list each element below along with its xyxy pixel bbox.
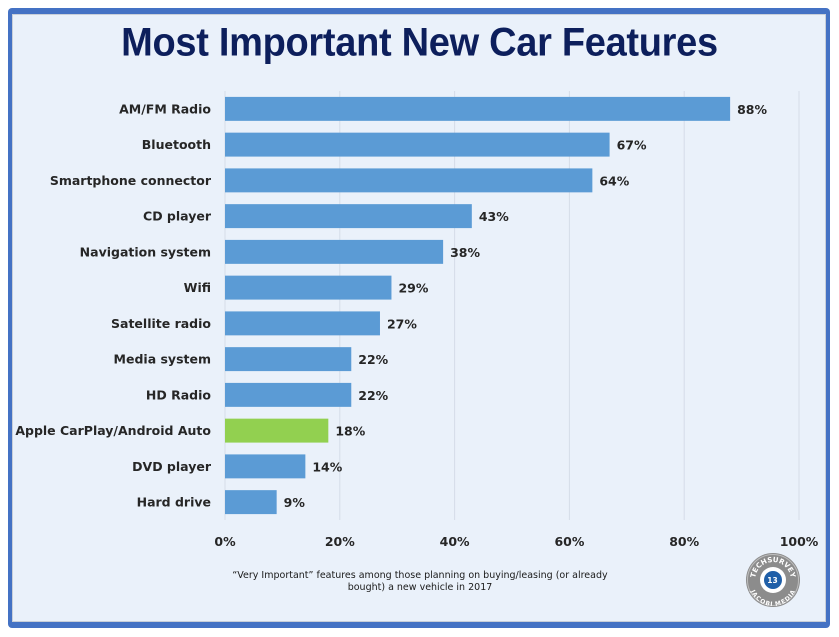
bar-5 — [225, 275, 392, 300]
bar-1 — [225, 132, 610, 157]
value-label-6: 27% — [387, 316, 417, 331]
bar-4 — [225, 239, 444, 264]
bar-2 — [225, 168, 593, 193]
logo-number: 13 — [767, 576, 777, 585]
value-label-1: 67% — [617, 138, 647, 153]
category-label-6: Satellite radio — [111, 316, 211, 331]
value-label-4: 38% — [450, 245, 480, 260]
chart-footnote: “Very Important” features among those pl… — [215, 570, 625, 594]
x-tick-label-60: 60% — [554, 534, 584, 549]
value-label-8: 22% — [358, 388, 388, 403]
bar-3 — [225, 204, 472, 229]
category-label-11: Hard drive — [137, 495, 211, 510]
category-label-3: CD player — [143, 209, 212, 224]
value-label-7: 22% — [358, 352, 388, 367]
bar-0 — [225, 96, 731, 121]
value-label-5: 29% — [398, 281, 428, 296]
value-label-2: 64% — [599, 173, 629, 188]
category-label-2: Smartphone connector — [50, 173, 212, 188]
techsurvey-logo: 13 TECHSURVEY JACOBI MEDIA — [746, 553, 800, 608]
x-tick-label-100: 100% — [780, 534, 819, 549]
chart-title: Most Important New Car Features — [121, 20, 718, 66]
category-label-5: Wifi — [184, 280, 211, 295]
value-label-10: 14% — [312, 459, 342, 474]
category-label-9: Apple CarPlay/Android Auto — [15, 423, 211, 438]
x-tick-label-20: 20% — [325, 534, 355, 549]
value-label-9: 18% — [335, 424, 365, 439]
category-label-10: DVD player — [132, 459, 212, 474]
x-tick-label-0: 0% — [214, 534, 236, 549]
value-label-11: 9% — [284, 495, 306, 510]
logo-ring-outline — [747, 554, 799, 606]
category-label-4: Navigation system — [80, 244, 211, 259]
footnote-line-1: “Very Important” features among those pl… — [232, 570, 608, 581]
category-label-0: AM/FM Radio — [119, 101, 211, 116]
footnote-line-2: bought) a new vehicle in 2017 — [347, 582, 493, 593]
bar-11 — [225, 490, 277, 515]
bar-9 — [225, 418, 329, 443]
bar-8 — [225, 382, 352, 407]
value-label-3: 43% — [479, 209, 509, 224]
x-tick-label-40: 40% — [440, 534, 470, 549]
bar-7 — [225, 347, 352, 372]
bar-10 — [225, 454, 306, 479]
bar-6 — [225, 311, 380, 336]
x-tick-label-80: 80% — [669, 534, 699, 549]
category-label-7: Media system — [114, 352, 211, 367]
play-icon — [770, 573, 781, 587]
category-label-1: Bluetooth — [142, 137, 211, 152]
value-label-0: 88% — [737, 102, 767, 117]
category-label-8: HD Radio — [146, 387, 211, 402]
